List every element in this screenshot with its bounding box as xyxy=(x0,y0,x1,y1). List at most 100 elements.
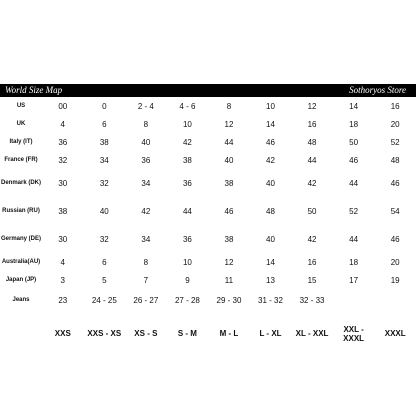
table-cell: 5 xyxy=(102,275,107,285)
table-cell: 31 - 32 xyxy=(258,295,283,305)
row-label: Australia(AU) xyxy=(1,259,41,265)
size-label: S - M xyxy=(177,329,197,338)
table-row: Australia(AU) 4 6 8 10 12 14 16 18 20 xyxy=(0,253,416,271)
table-row: Italy (IT) 36 38 40 42 44 46 48 50 52 xyxy=(0,133,416,151)
size-label: L - XL xyxy=(259,329,282,338)
table-cell: 11 xyxy=(224,275,234,285)
table-cell: 44 xyxy=(307,155,317,165)
table-cell: 44 xyxy=(349,234,359,244)
table-cell: 32 xyxy=(99,178,109,188)
table-row: Russian (RU) 38 40 42 44 46 48 50 52 54 xyxy=(0,197,416,225)
table-cell: 46 xyxy=(266,137,275,147)
table-row: France (FR) 32 34 36 38 40 42 44 46 48 xyxy=(0,151,416,169)
table-row: Japan (JP) 3 5 7 9 11 13 15 17 19 xyxy=(0,271,416,289)
table-cell: 4 - 6 xyxy=(179,101,196,111)
table-cell: 16 xyxy=(307,257,317,267)
table-cell: 50 xyxy=(349,137,359,147)
table-cell: 44 xyxy=(182,206,192,216)
size-label: XS - S xyxy=(134,329,158,338)
table-row: Germany (DE) 30 32 34 36 38 40 42 44 46 xyxy=(0,225,416,253)
table-cell xyxy=(333,289,375,311)
table-cell: 14 xyxy=(349,101,359,111)
table-cell: 12 xyxy=(307,101,317,111)
table-cell: 6 xyxy=(102,257,107,267)
table-cell: 46 xyxy=(349,155,359,165)
table-cell: 46 xyxy=(224,206,234,216)
table-cell: 0 xyxy=(102,101,107,111)
table-cell: 10 xyxy=(182,119,192,129)
table-cell: 23 xyxy=(58,295,68,305)
size-label: XXS - XS xyxy=(87,329,122,338)
table-cell: 36 xyxy=(182,234,192,244)
table-cell: 12 xyxy=(224,119,234,129)
table-cell: 12 xyxy=(224,257,234,267)
table-cell: 3 xyxy=(60,275,65,285)
table-cell: 40 xyxy=(266,234,275,244)
table-cell: 46 xyxy=(390,178,400,188)
table-cell: 46 xyxy=(390,234,400,244)
table-cell: 42 xyxy=(141,206,151,216)
table-cell: 9 xyxy=(185,275,190,285)
size-row-spacer xyxy=(0,311,42,356)
table-row: Denmark (DK) 30 32 34 36 38 40 42 44 46 xyxy=(0,169,416,197)
table-cell: 44 xyxy=(224,137,234,147)
table-cell: 42 xyxy=(307,178,317,188)
header-title: World Size Map xyxy=(5,85,63,95)
table-cell: 18 xyxy=(349,119,359,129)
table-cell: 2 - 4 xyxy=(137,101,154,111)
table-cell: 40 xyxy=(224,155,234,165)
size-row: XXS XXS - XS XS - S S - M M - L L - XL XL - XX… xyxy=(0,311,416,356)
table-cell: 26 - 27 xyxy=(133,295,159,305)
table-cell: 20 xyxy=(390,119,400,129)
row-label: Denmark (DK) xyxy=(0,180,41,186)
table-cell: 36 xyxy=(182,178,192,188)
table-cell: 30 xyxy=(58,234,68,244)
table-cell: 13 xyxy=(266,275,275,285)
table-cell: 34 xyxy=(141,178,151,188)
table-cell: 38 xyxy=(182,155,192,165)
table-cell: 48 xyxy=(307,137,317,147)
size-label: M - L xyxy=(219,329,239,338)
table-cell: 24 - 25 xyxy=(91,295,117,305)
table-cell: 27 - 28 xyxy=(174,295,200,305)
table-cell: 42 xyxy=(307,234,317,244)
table-cell: 30 xyxy=(58,178,68,188)
table-cell: 38 xyxy=(224,234,234,244)
store-name: Sothoryos Store xyxy=(349,85,406,95)
row-label: UK xyxy=(16,121,26,127)
table-cell: 34 xyxy=(141,234,151,244)
table-cell: 17 xyxy=(349,275,359,285)
size-label: XL - XXL xyxy=(295,329,329,338)
table-cell: 38 xyxy=(99,137,109,147)
table-cell: 38 xyxy=(224,178,234,188)
table-row: Jeans 23 24 - 25 26 - 27 27 - 28 29 - 30 31 - … xyxy=(0,289,416,311)
table-cell: 40 xyxy=(99,206,109,216)
table-cell: 36 xyxy=(141,155,151,165)
table-cell: 32 xyxy=(99,234,109,244)
table-cell: 38 xyxy=(58,206,68,216)
table-cell: 15 xyxy=(307,275,317,285)
table-cell: 4 xyxy=(60,257,65,267)
table-cell: 36 xyxy=(58,137,68,147)
table-cell: 48 xyxy=(390,155,400,165)
table-cell: 34 xyxy=(99,155,109,165)
table-cell: 32 - 33 xyxy=(299,295,325,305)
table-cell: 42 xyxy=(182,137,192,147)
table-cell: 6 xyxy=(102,119,107,129)
table-cell: 14 xyxy=(266,119,275,129)
table-cell: 7 xyxy=(143,275,149,285)
table-cell: 00 xyxy=(58,101,68,111)
table-cell: 50 xyxy=(307,206,317,216)
table-cell: 10 xyxy=(266,101,275,111)
table-cell: 32 xyxy=(58,155,68,165)
table-cell: 4 xyxy=(60,119,65,129)
table-cell: 8 xyxy=(143,257,149,267)
row-label: Russian (RU) xyxy=(2,208,40,214)
table-cell: 54 xyxy=(390,206,400,216)
table-cell: 14 xyxy=(266,257,275,267)
size-map-header: World Size Map Sothoryos Store xyxy=(0,84,416,97)
table-cell: 8 xyxy=(143,119,149,129)
table-row: UK 4 6 8 10 12 14 16 18 20 xyxy=(0,115,416,133)
